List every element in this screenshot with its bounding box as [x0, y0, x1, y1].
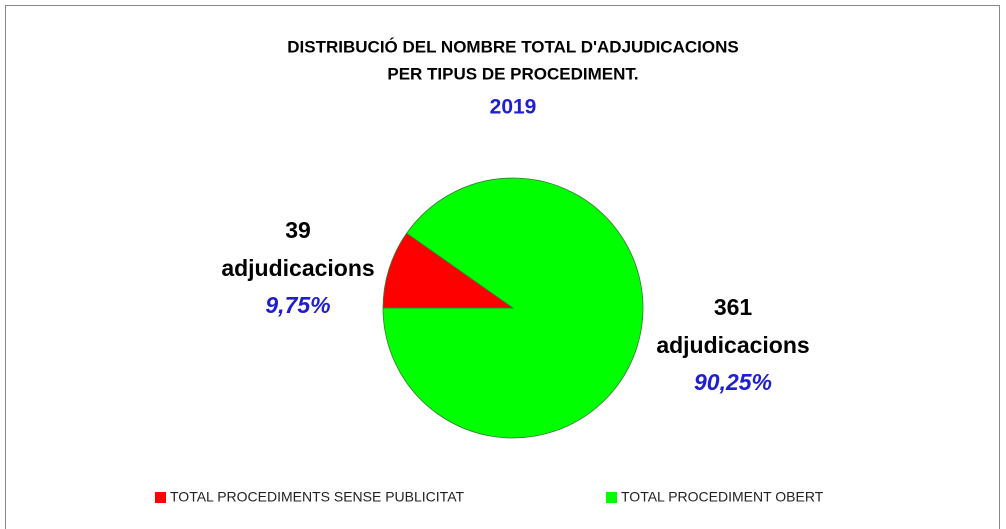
data-label-unit: adjudicacions	[656, 332, 809, 358]
percent-label: 90,25%	[694, 369, 772, 395]
chart-title: PER TIPUS DE PROCEDIMENT.	[387, 64, 638, 83]
pie-slice	[382, 232, 515, 309]
chart-subtitle: 2019	[490, 96, 537, 119]
data-label-unit: adjudicacions	[221, 255, 374, 281]
legend-swatch	[155, 492, 166, 503]
pie-slice	[382, 177, 644, 439]
data-label: 39	[285, 217, 311, 243]
legend-label: TOTAL PROCEDIMENT OBERT	[621, 489, 824, 505]
percent-label: 9,75%	[265, 292, 330, 318]
legend-label: TOTAL PROCEDIMENTS SENSE PUBLICITAT	[170, 489, 464, 505]
legend-swatch	[606, 492, 617, 503]
chart-title: DISTRIBUCIÓ DEL NOMBRE TOTAL D'ADJUDICAC…	[287, 37, 738, 56]
data-label: 361	[714, 294, 753, 320]
